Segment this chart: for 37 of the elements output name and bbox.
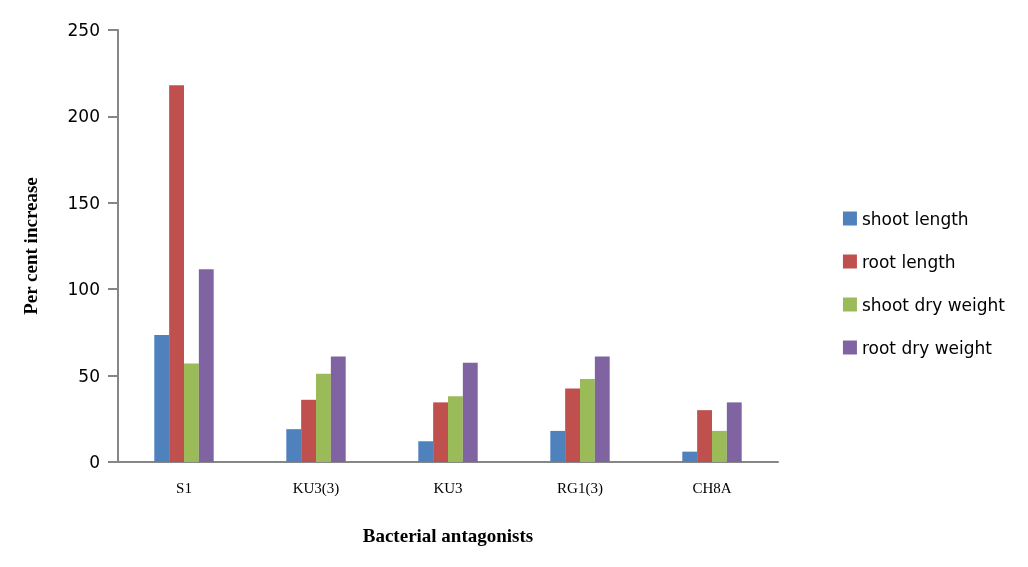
legend-label: shoot length: [861, 208, 969, 229]
bar: [154, 334, 170, 462]
bar: [726, 402, 742, 462]
bar: [712, 430, 727, 462]
y-axis-title: Per cent increase: [20, 177, 41, 315]
bar: [462, 362, 478, 462]
bar: [418, 441, 434, 462]
bar: [433, 402, 448, 462]
bar: [286, 429, 302, 462]
bar: [448, 396, 463, 462]
bar: [301, 399, 316, 462]
y-tick-label: 0: [89, 452, 100, 472]
y-tick-label: 150: [67, 192, 100, 213]
bar: [316, 373, 331, 462]
legend-label: root dry weight: [861, 337, 993, 358]
bar: [550, 430, 566, 462]
bar: [580, 379, 595, 462]
x-tick-label: RG1(3): [557, 479, 603, 497]
x-tick-label: S1: [176, 479, 192, 496]
y-tick-label: 50: [78, 365, 100, 386]
legend-label: shoot dry weight: [861, 294, 1006, 315]
y-tick-label: 100: [67, 279, 100, 300]
bar: [330, 356, 346, 462]
legend-label: root length: [861, 251, 956, 272]
bar: [682, 451, 698, 462]
bar: [198, 269, 214, 462]
x-tick-label: KU3(3): [292, 479, 340, 497]
x-axis-title: Bacterial antagonists: [362, 525, 534, 546]
y-tick-label: 200: [67, 106, 100, 127]
x-tick-label: CH8A: [692, 479, 732, 496]
x-tick-label: KU3: [433, 479, 463, 496]
bar: [697, 410, 712, 462]
bar: [594, 356, 610, 462]
bar: [184, 363, 199, 462]
bar: [565, 388, 580, 462]
y-tick-label: 250: [67, 20, 100, 40]
bar: [169, 85, 184, 462]
